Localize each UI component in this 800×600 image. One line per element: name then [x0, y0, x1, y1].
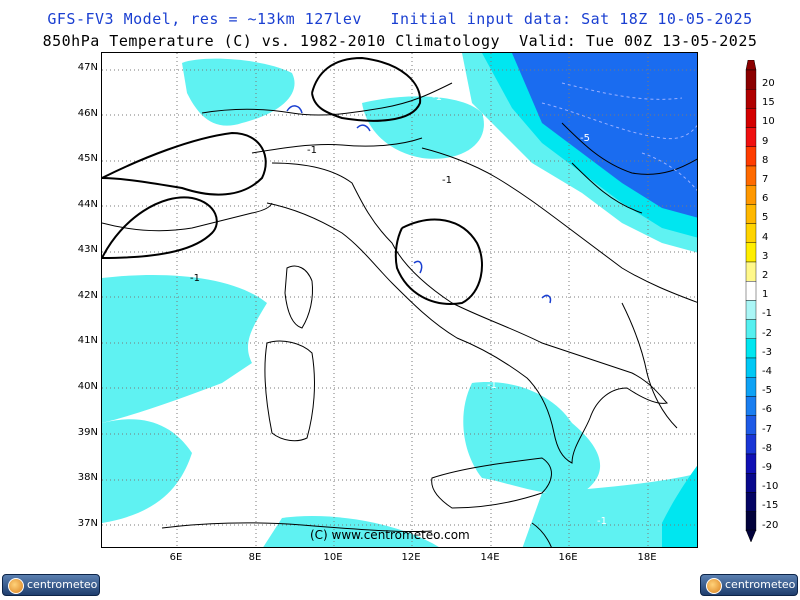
color-scale-label: -1: [762, 308, 772, 320]
color-scale-label: 10: [762, 116, 775, 128]
color-scale-label: -8: [762, 442, 772, 454]
minor-contours: [286, 105, 552, 304]
logo-sun-icon: [8, 578, 24, 594]
color-scale-cell: [745, 204, 757, 224]
color-scale-cell: [745, 453, 757, 474]
map-grid: [102, 53, 697, 547]
contour-label: -1: [597, 516, 607, 527]
color-scale-cell: [745, 146, 757, 167]
color-scale-label: 1: [762, 289, 769, 301]
color-scale-cell: [745, 69, 757, 90]
contour-label-group: -1 -1 -1 -1 -5 -1 -1 -1 -1: [190, 92, 607, 544]
contour-label: -5: [580, 133, 590, 144]
cold-contours: [541, 82, 697, 192]
color-scale-cell: [745, 300, 757, 320]
color-scale: 20 15 10 9 8 7 6 5 4 3 2 1 -1 -2 -3 -4 -5 -6 -7 -8 -9 -10 -15 -…: [740, 60, 800, 545]
logo-sun-icon: [706, 578, 722, 594]
contour-label: -1: [190, 273, 200, 284]
logo-text: centrometeo: [27, 578, 98, 591]
lat-label: 37N: [77, 518, 98, 529]
color-scale-label: -6: [762, 404, 772, 416]
lat-label: 43N: [77, 244, 98, 255]
color-scale-cell: [745, 108, 757, 128]
color-scale-cell: [745, 127, 757, 147]
color-scale-cell: [745, 184, 757, 205]
map-canvas: -1 -1 -1 -1 -5 -1 -1 -1 -1: [102, 53, 697, 547]
lat-label: 45N: [77, 153, 98, 164]
color-scale-label: -10: [762, 481, 779, 493]
color-scale-label: 7: [762, 174, 769, 185]
color-scale-cell: [745, 261, 757, 282]
lon-label: 16E: [558, 552, 578, 563]
color-scale-cell: [745, 223, 757, 244]
color-scale-label: 6: [762, 193, 769, 205]
color-scale-label: 4: [762, 231, 769, 243]
color-scale-label: 5: [762, 212, 769, 224]
map-title-field: 850hPa Temperature (C) vs. 1982-2010 Cli…: [42, 32, 758, 50]
color-scale-cell: [745, 242, 757, 263]
color-scale-label: -5: [762, 385, 772, 397]
contour-label: -1: [247, 505, 257, 516]
color-scale-label: -3: [762, 346, 772, 358]
color-scale-cell: [745, 396, 757, 416]
lon-label: 10E: [323, 552, 343, 563]
color-scale-cell: [745, 434, 757, 455]
color-scale-label: 9: [762, 135, 769, 147]
contour-label: -1: [432, 92, 442, 103]
color-scale-label: 8: [762, 154, 769, 166]
color-scale-label: 20: [762, 78, 775, 89]
contour-label: -1: [220, 533, 230, 544]
color-scale-cell: [745, 511, 757, 532]
color-scale-cell: [745, 377, 757, 397]
color-scale-cell: [745, 280, 757, 301]
lon-label: 18E: [637, 552, 657, 563]
color-scale-cell: [745, 492, 757, 512]
anomaly-shading: [102, 53, 697, 547]
color-scale-cell: [745, 89, 757, 109]
color-scale-cell: [745, 338, 757, 359]
lat-label: 44N: [77, 199, 98, 210]
color-scale-cell: [745, 357, 757, 378]
color-scale-label: -4: [762, 366, 772, 377]
contour-label: -1: [442, 175, 452, 186]
color-scale-label: 2: [762, 270, 769, 281]
color-scale-cell: [745, 473, 757, 493]
coastlines: [102, 82, 697, 547]
lat-label: 40N: [77, 381, 98, 392]
lat-label: 41N: [77, 335, 98, 346]
zero-contours: [102, 56, 483, 305]
centrometeo-logo-left[interactable]: centrometeo: [2, 574, 100, 596]
anomaly-map: -1 -1 -1 -1 -5 -1 -1 -1 -1: [101, 52, 698, 548]
lat-label: 38N: [77, 472, 98, 483]
color-scale-label: 3: [762, 250, 769, 262]
color-scale-label: -20: [762, 519, 779, 531]
lon-label: 12E: [401, 552, 421, 563]
lat-label: 42N: [77, 290, 98, 301]
lat-label: 46N: [77, 108, 98, 119]
contour-label: -1: [487, 380, 497, 391]
color-scale-label: -7: [762, 423, 772, 435]
credit-text: (C) www.centrometeo.com: [310, 528, 470, 542]
lon-label: 6E: [169, 552, 183, 563]
color-scale-bar: [745, 60, 757, 543]
lat-label: 47N: [77, 62, 98, 73]
map-title-model: GFS-FV3 Model, res = ~13km 127lev Initia…: [47, 10, 753, 28]
lon-label: 8E: [248, 552, 262, 563]
color-scale-cell: [745, 165, 757, 186]
lon-label: 14E: [480, 552, 500, 563]
color-scale-label: 15: [762, 97, 775, 109]
color-scale-label: -15: [762, 500, 779, 512]
centrometeo-logo-right[interactable]: centrometeo: [700, 574, 798, 596]
color-scale-label: -2: [762, 327, 772, 339]
lat-label: 39N: [77, 427, 98, 438]
color-scale-cell: [745, 319, 757, 340]
color-scale-cell: [745, 415, 757, 436]
logo-text: centrometeo: [725, 578, 796, 591]
contour-label: -1: [307, 145, 317, 156]
color-scale-label: -9: [762, 462, 772, 473]
